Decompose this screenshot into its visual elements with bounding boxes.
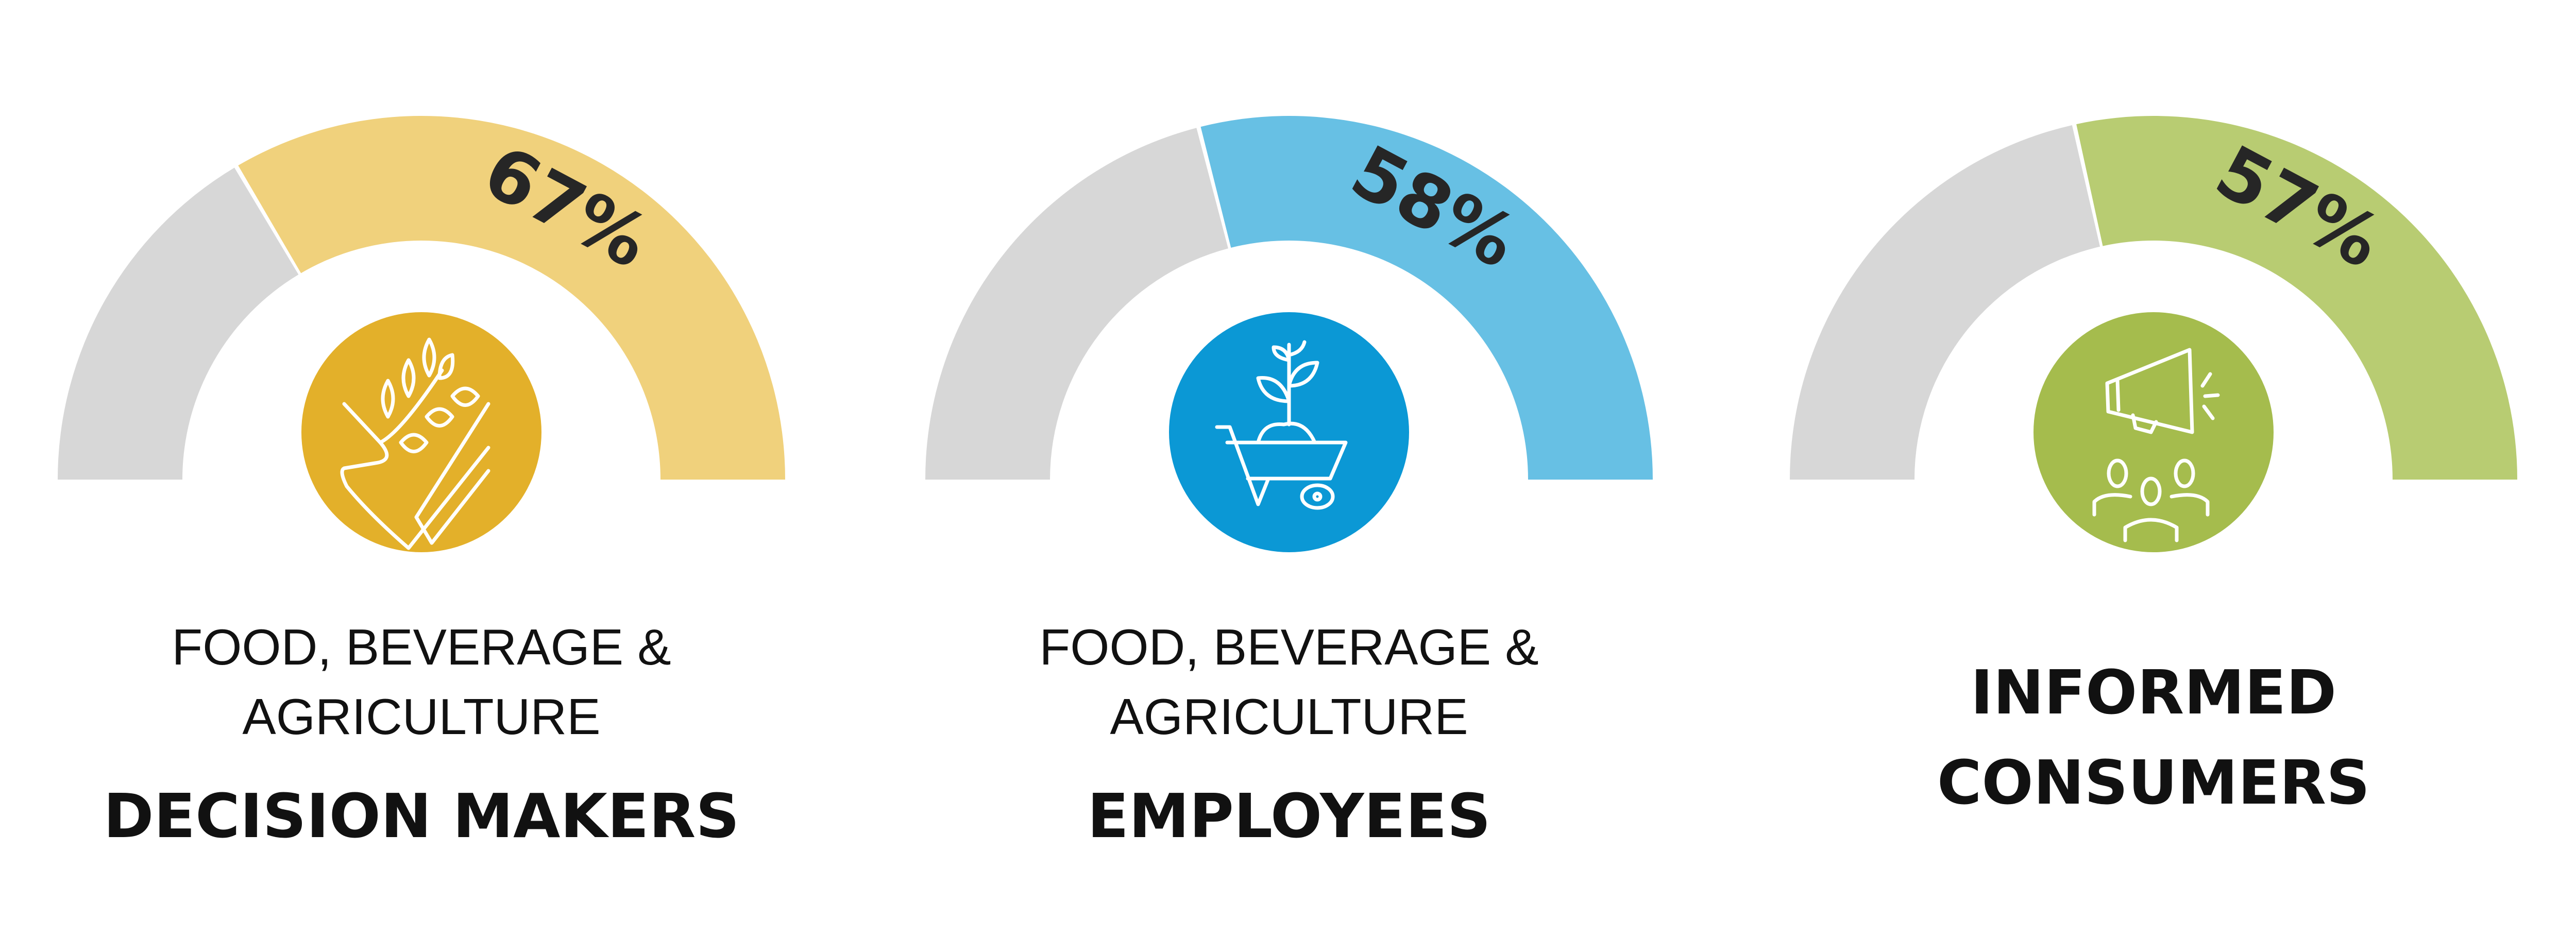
gauge-informed-consumers: 57% INFORMED CONSUMERS: [1790, 116, 2517, 818]
caption-line-1: FOOD, BEVERAGE &: [172, 619, 671, 675]
gauge-fill: [2076, 116, 2517, 480]
icon-badge: [2033, 312, 2274, 552]
caption-line-2: AGRICULTURE: [242, 688, 600, 745]
caption-line-1: FOOD, BEVERAGE &: [1039, 619, 1538, 675]
megaphone-people-icon: [2092, 348, 2220, 542]
caption-line-2: AGRICULTURE: [1110, 688, 1468, 745]
gauge-decision-makers: 67% FOOD, BEVERAGE & AGRICULTURE DECISIO…: [58, 116, 786, 852]
wheat-hand-icon: [340, 337, 490, 550]
gauge-track: [58, 167, 299, 480]
caption-title: DECISION MAKERS: [104, 780, 740, 852]
gauge-track: [925, 128, 1228, 480]
gauge-fill: [1200, 116, 1653, 480]
caption-title: EMPLOYEES: [1087, 780, 1490, 852]
icon-badge: [301, 312, 541, 552]
caption-title-line-1: INFORMED: [1971, 657, 2336, 728]
gauge-employees: 58% FOOD, BEVERAGE & AGRICULTURE EMPLOYE…: [925, 116, 1653, 852]
gauge-fill: [238, 116, 786, 480]
icon-badge: [1169, 312, 1409, 552]
wheelbarrow-plant-icon: [1215, 340, 1348, 510]
gauge-track: [1790, 125, 2100, 480]
caption-title-line-2: CONSUMERS: [1937, 747, 2370, 818]
